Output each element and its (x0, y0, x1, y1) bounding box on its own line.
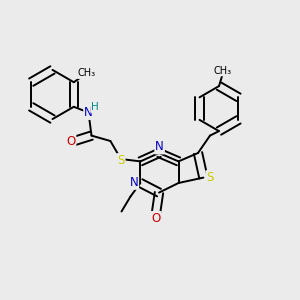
Text: S: S (206, 171, 214, 184)
Text: N: N (84, 106, 93, 119)
Text: N: N (129, 176, 138, 189)
Text: H: H (91, 102, 99, 112)
Text: O: O (66, 135, 75, 148)
Text: CH₃: CH₃ (214, 65, 232, 76)
Text: CH₃: CH₃ (78, 68, 96, 78)
Text: S: S (117, 154, 124, 167)
Text: O: O (152, 212, 160, 225)
Text: N: N (155, 140, 164, 154)
